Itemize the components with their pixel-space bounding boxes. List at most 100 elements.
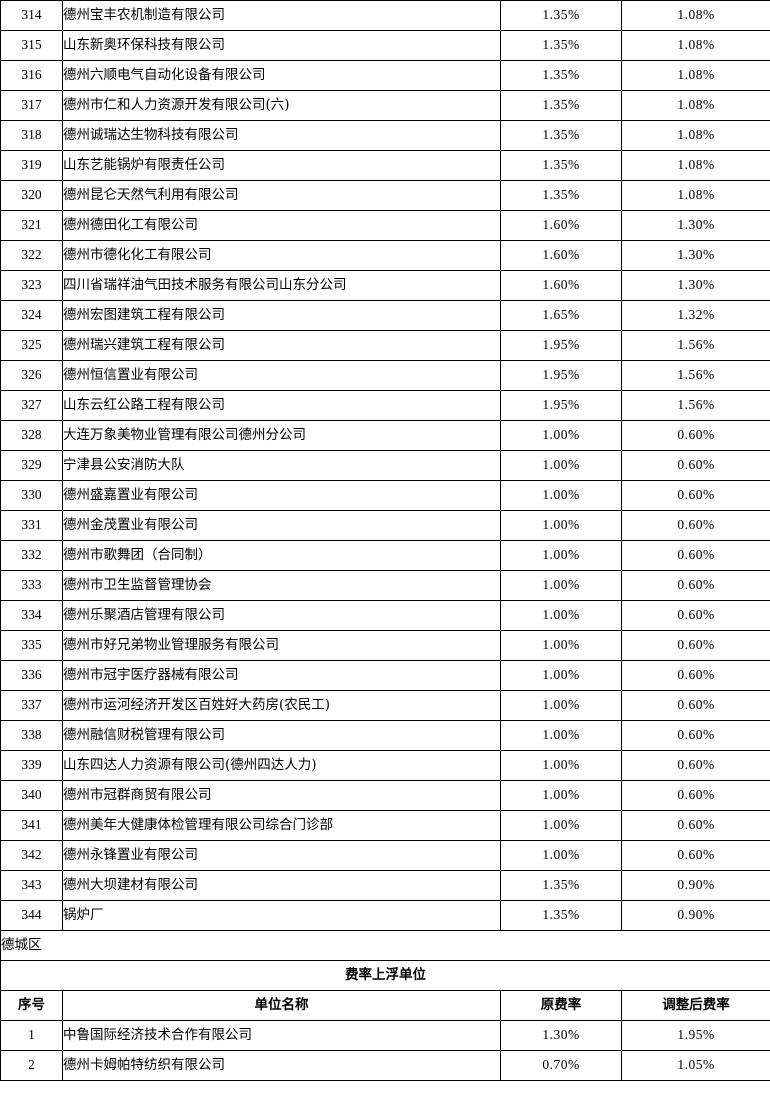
cell-adjusted-rate: 0.60% [621,570,770,601]
table-row: 343 德州大坝建材有限公司 1.35% 0.90% [0,870,770,901]
table-row: 323 四川省瑞祥油气田技术服务有限公司山东分公司 1.60% 1.30% [0,270,770,301]
table-row: 326 德州恒信置业有限公司 1.95% 1.56% [0,360,770,391]
cell-original-rate: 1.00% [500,480,622,511]
cell-adjusted-rate: 1.56% [621,390,770,421]
cell-adjusted-rate: 1.08% [621,30,770,61]
cell-sequence: 342 [0,840,63,871]
cell-adjusted-rate: 0.60% [621,810,770,841]
cell-original-rate: 1.60% [500,240,622,271]
table-row: 339 山东四达人力资源有限公司(德州四达人力) 1.00% 0.60% [0,750,770,781]
cell-sequence: 327 [0,390,63,421]
cell-sequence: 314 [0,0,63,31]
table-row: 341 德州美年大健康体检管理有限公司综合门诊部 1.00% 0.60% [0,810,770,841]
cell-unit-name: 山东艺能锅炉有限责任公司 [62,150,501,181]
cell-unit-name: 山东四达人力资源有限公司(德州四达人力) [62,750,501,781]
cell-unit-name: 四川省瑞祥油气田技术服务有限公司山东分公司 [62,270,501,301]
cell-adjusted-rate: 1.56% [621,330,770,361]
table-row: 334 德州乐聚酒店管理有限公司 1.00% 0.60% [0,600,770,631]
cell-sequence: 326 [0,360,63,391]
cell-original-rate: 1.00% [500,780,622,811]
cell-sequence: 344 [0,900,63,931]
cell-original-rate: 1.35% [500,0,622,31]
cell-original-rate: 1.00% [500,420,622,451]
cell-original-rate: 1.95% [500,390,622,421]
cell-original-rate: 1.00% [500,450,622,481]
cell-unit-name: 德州金茂置业有限公司 [62,510,501,541]
section-title: 费率上浮单位 [0,960,770,991]
header-unit-name: 单位名称 [62,990,501,1021]
cell-adjusted-rate: 0.60% [621,600,770,631]
cell-adjusted-rate: 1.08% [621,150,770,181]
cell-adjusted-rate: 0.60% [621,720,770,751]
cell-unit-name: 德州瑞兴建筑工程有限公司 [62,330,501,361]
cell-adjusted-rate: 0.60% [621,840,770,871]
cell-adjusted-rate: 1.30% [621,270,770,301]
table-row: 332 德州市歌舞团（合同制） 1.00% 0.60% [0,540,770,571]
cell-original-rate: 1.35% [500,60,622,91]
cell-adjusted-rate: 0.60% [621,780,770,811]
table-row: 315 山东新奥环保科技有限公司 1.35% 1.08% [0,30,770,61]
cell-adjusted-rate: 1.05% [621,1050,770,1081]
cell-unit-name: 德州永锋置业有限公司 [62,840,501,871]
cell-sequence: 329 [0,450,63,481]
cell-original-rate: 1.00% [500,750,622,781]
cell-unit-name: 山东新奥环保科技有限公司 [62,30,501,61]
header-original-rate: 原费率 [500,990,622,1021]
cell-original-rate: 1.00% [500,600,622,631]
cell-adjusted-rate: 1.30% [621,210,770,241]
cell-sequence: 335 [0,630,63,661]
cell-sequence: 333 [0,570,63,601]
cell-adjusted-rate: 0.60% [621,510,770,541]
cell-sequence: 318 [0,120,63,151]
table-row: 337 德州市运河经济开发区百姓好大药房(农民工) 1.00% 0.60% [0,690,770,721]
cell-original-rate: 1.35% [500,870,622,901]
cell-sequence: 317 [0,90,63,121]
cell-unit-name: 德州市好兄弟物业管理服务有限公司 [62,630,501,661]
cell-unit-name: 德州市冠宇医疗器械有限公司 [62,660,501,691]
cell-sequence: 320 [0,180,63,211]
cell-sequence: 328 [0,420,63,451]
cell-sequence: 334 [0,600,63,631]
cell-sequence: 316 [0,60,63,91]
cell-adjusted-rate: 0.60% [621,540,770,571]
cell-unit-name: 德州宏图建筑工程有限公司 [62,300,501,331]
section-title-row: 费率上浮单位 [0,960,770,991]
cell-sequence: 324 [0,300,63,331]
cell-unit-name: 中鲁国际经济技术合作有限公司 [62,1020,501,1051]
cell-sequence: 340 [0,780,63,811]
table-row: 327 山东云红公路工程有限公司 1.95% 1.56% [0,390,770,421]
cell-original-rate: 1.00% [500,810,622,841]
table-row: 318 德州诚瑞达生物科技有限公司 1.35% 1.08% [0,120,770,151]
cell-adjusted-rate: 0.60% [621,420,770,451]
cell-sequence: 325 [0,330,63,361]
cell-sequence: 336 [0,660,63,691]
cell-unit-name: 德州融信财税管理有限公司 [62,720,501,751]
district-row: 德城区 [0,930,770,961]
cell-original-rate: 1.60% [500,210,622,241]
cell-unit-name: 锅炉厂 [62,900,501,931]
cell-adjusted-rate: 1.08% [621,0,770,31]
cell-unit-name: 德州大坝建材有限公司 [62,870,501,901]
cell-unit-name: 德州乐聚酒店管理有限公司 [62,600,501,631]
table-row: 330 德州盛嘉置业有限公司 1.00% 0.60% [0,480,770,511]
table-row: 328 大连万象美物业管理有限公司德州分公司 1.00% 0.60% [0,420,770,451]
cell-adjusted-rate: 0.60% [621,690,770,721]
table-row: 2 德州卡姆帕特纺织有限公司 0.70% 1.05% [0,1050,770,1081]
table-row: 321 德州德田化工有限公司 1.60% 1.30% [0,210,770,241]
table-row: 319 山东艺能锅炉有限责任公司 1.35% 1.08% [0,150,770,181]
cell-unit-name: 德州市运河经济开发区百姓好大药房(农民工) [62,690,501,721]
cell-adjusted-rate: 1.08% [621,180,770,211]
cell-original-rate: 1.35% [500,120,622,151]
cell-adjusted-rate: 1.30% [621,240,770,271]
cell-sequence: 341 [0,810,63,841]
cell-sequence: 339 [0,750,63,781]
cell-adjusted-rate: 1.08% [621,60,770,91]
cell-original-rate: 1.00% [500,720,622,751]
table-row: 320 德州昆仑天然气利用有限公司 1.35% 1.08% [0,180,770,211]
cell-original-rate: 1.65% [500,300,622,331]
cell-adjusted-rate: 1.08% [621,120,770,151]
cell-original-rate: 1.30% [500,1020,622,1051]
cell-unit-name: 德州恒信置业有限公司 [62,360,501,391]
cell-original-rate: 1.35% [500,90,622,121]
